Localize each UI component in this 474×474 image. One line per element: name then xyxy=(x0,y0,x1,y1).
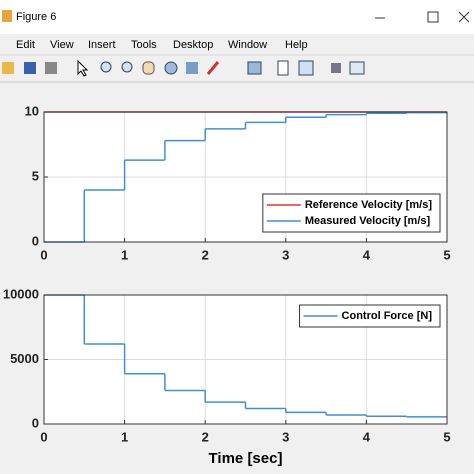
menu-item[interactable]: Help xyxy=(285,39,308,51)
toolbar xyxy=(2,59,365,77)
legend-label: Control Force [N] xyxy=(342,310,433,322)
menu-item[interactable]: Tools xyxy=(131,39,157,51)
menu-item[interactable]: Window xyxy=(228,39,267,51)
legend-box xyxy=(262,193,441,233)
x-tick-label: 4 xyxy=(363,247,371,262)
menu-bar: Edit View Insert Tools Desktop Window Help xyxy=(16,39,308,51)
tool-zoom-in[interactable] xyxy=(100,61,112,73)
legend: Reference Velocity [m/s] Measured Velocit… xyxy=(262,193,441,233)
axes: 0 1 2 3 4 5 0 5 10 Reference Velocity [m/s] Measur… xyxy=(25,103,451,262)
y-tick-label: 5000 xyxy=(10,351,39,366)
y-tick-label: 10000 xyxy=(3,286,39,301)
y-tick-label: 0 xyxy=(32,415,39,430)
legend: Control Force [N] xyxy=(299,304,441,328)
x-tick-label: 4 xyxy=(363,429,371,444)
x-tick-label: 5 xyxy=(443,247,450,262)
menu-item[interactable]: Desktop xyxy=(173,39,213,51)
tool-legend[interactable] xyxy=(298,60,314,76)
tool-open[interactable] xyxy=(2,62,14,74)
window-icon xyxy=(2,10,12,22)
legend-label: Measured Velocity [m/s] xyxy=(305,215,431,227)
tool-save[interactable] xyxy=(24,62,36,74)
legend-box xyxy=(299,304,441,328)
axes-box xyxy=(43,111,448,243)
tool-link[interactable] xyxy=(247,61,262,75)
maximize-button[interactable] xyxy=(427,11,439,23)
x-tick-label: 0 xyxy=(40,429,47,444)
y-tick-label: 5 xyxy=(32,168,39,183)
legend-label: Reference Velocity [m/s] xyxy=(305,199,433,211)
y-tick-label: 0 xyxy=(32,233,39,248)
x-tick-label: 2 xyxy=(202,247,209,262)
x-tick-label: 0 xyxy=(40,247,47,262)
x-tick-label: 1 xyxy=(121,429,128,444)
tool-zoom-out[interactable] xyxy=(121,61,133,73)
tool-rotate[interactable] xyxy=(164,61,178,75)
tool-hide[interactable] xyxy=(331,63,341,73)
menu-item[interactable]: Insert xyxy=(88,39,116,51)
axes: 0 1 2 3 4 5 0 5000 10000 Time [sec] Control Force … xyxy=(3,286,451,467)
x-tick-label: 3 xyxy=(282,247,289,262)
title-bar xyxy=(0,0,474,34)
tool-pointer[interactable] xyxy=(77,59,89,77)
x-tick-label: 2 xyxy=(202,429,209,444)
x-tick-label: 1 xyxy=(121,247,128,262)
axes-box xyxy=(43,294,448,425)
close-button[interactable] xyxy=(458,11,470,23)
tool-pan[interactable] xyxy=(142,61,155,75)
window-title: Figure 6 xyxy=(16,11,56,23)
tool-colorbar[interactable] xyxy=(277,60,289,76)
menu-item[interactable]: Edit xyxy=(16,39,35,51)
tool-show[interactable] xyxy=(349,61,365,75)
tool-brush[interactable] xyxy=(206,61,220,75)
x-tick-label: 3 xyxy=(282,429,289,444)
menu-item[interactable]: View xyxy=(50,39,74,51)
y-tick-label: 10 xyxy=(25,103,39,118)
tool-print[interactable] xyxy=(45,62,57,74)
x-tick-label: 5 xyxy=(443,429,450,444)
x-axis-label: Time [sec] xyxy=(209,450,283,467)
tool-datacursor[interactable] xyxy=(186,62,198,74)
